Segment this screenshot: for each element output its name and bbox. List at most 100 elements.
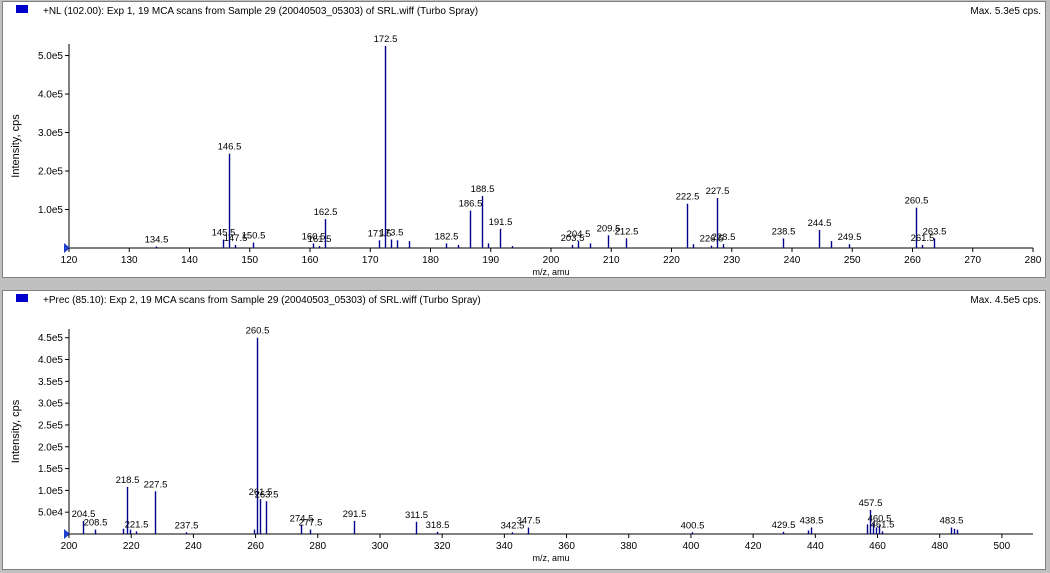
x-tick-label: 120 (61, 255, 78, 266)
spectrum-header: +Prec (85.10): Exp 2, 19 MCA scans from … (43, 295, 481, 306)
peak-label: 249.5 (838, 232, 862, 243)
y-tick-label: 2.5e5 (38, 420, 63, 431)
y-tick-label: 5.0e4 (38, 508, 63, 519)
plot-area: 120 130 140 150 160 170 180 190 200 210 220 230 240 2… (10, 34, 1042, 277)
peak-label: 173.5 (380, 228, 404, 239)
peak-label: 457.5 (859, 498, 883, 509)
y-tick-label: 1.5e5 (38, 464, 63, 475)
x-tick-label: 180 (422, 255, 439, 266)
x-tick-label: 480 (931, 541, 948, 552)
peak-label: 228.5 (712, 232, 736, 243)
peak-label: 147.5 (224, 233, 248, 244)
x-tick-label: 210 (603, 255, 620, 266)
legend-swatch (16, 5, 28, 13)
peak-label: 260.5 (905, 196, 929, 207)
x-axis-label: m/z, amu (532, 267, 569, 277)
y-axis-label: Intensity, cps (10, 114, 22, 178)
peak-label: 146.5 (218, 142, 242, 153)
peak-label: 182.5 (435, 231, 459, 242)
peak-label: 263.5 (923, 226, 947, 237)
peak-label: 204.5 (72, 509, 96, 520)
x-tick-label: 160 (302, 255, 319, 266)
x-tick-label: 150 (241, 255, 258, 266)
peak-label: 438.5 (800, 515, 824, 526)
x-tick-label: 170 (362, 255, 379, 266)
max-intensity-label: Max. 5.3e5 cps. (970, 6, 1041, 17)
x-tick-label: 400 (683, 541, 700, 552)
x-tick-label: 320 (434, 541, 451, 552)
peak-label: 261.5 (249, 487, 273, 498)
peak-label: 400.5 (681, 520, 705, 531)
x-tick-label: 200 (61, 541, 78, 552)
y-tick-label: 1.0e5 (38, 205, 63, 216)
peak-label: 150.5 (242, 231, 266, 242)
y-tick-label: 3.5e5 (38, 377, 63, 388)
y-tick-label: 2.0e5 (38, 442, 63, 453)
x-tick-label: 240 (185, 541, 202, 552)
peak-label: 209.5 (597, 223, 621, 234)
y-tick-label: 3.0e5 (38, 399, 63, 410)
peak-label: 311.5 (405, 510, 428, 521)
x-tick-label: 280 (1025, 255, 1042, 266)
x-tick-label: 440 (807, 541, 824, 552)
x-tick-label: 300 (372, 541, 389, 552)
legend-swatch (16, 294, 28, 302)
peak-label: 237.5 (175, 520, 199, 531)
peak-label: 318.5 (426, 520, 450, 531)
peak-label: 274.5 (290, 513, 314, 524)
y-tick-label: 3.0e5 (38, 128, 63, 139)
peak-label: 171.5 (368, 228, 392, 239)
peak-label: 162.5 (314, 207, 338, 218)
peak-label: 160.5 (302, 231, 326, 242)
peak-label: 263.5 (255, 489, 279, 500)
peak-label: 145.5 (212, 228, 236, 239)
y-tick-label: 2.0e5 (38, 167, 63, 178)
peak-label: 186.5 (459, 199, 483, 210)
x-tick-label: 220 (123, 541, 140, 552)
peak-label: 188.5 (471, 184, 495, 195)
peak-label: 342.5 (501, 520, 525, 531)
peak-label: 218.5 (116, 475, 140, 486)
axis-origin-marker (64, 529, 70, 539)
x-tick-label: 130 (121, 255, 138, 266)
x-tick-label: 270 (964, 255, 981, 266)
y-tick-label: 4.0e5 (38, 355, 63, 366)
x-tick-label: 190 (482, 255, 499, 266)
x-tick-label: 460 (869, 541, 886, 552)
peak-label: 161.5 (308, 234, 332, 245)
prec-spectrum-chart: +Prec (85.10): Exp 2, 19 MCA scans from … (10, 294, 1041, 563)
peak-label: 208.5 (84, 518, 108, 529)
peak-label: 244.5 (808, 218, 832, 229)
peak-label: 221.5 (125, 519, 149, 530)
peak-label: 212.5 (615, 226, 639, 237)
peak-label: 277.5 (299, 518, 323, 529)
peak-label: 227.5 (706, 186, 730, 197)
peak-label: 347.5 (517, 515, 541, 526)
y-tick-label: 5.0e5 (38, 51, 63, 62)
x-tick-label: 420 (745, 541, 762, 552)
x-tick-label: 340 (496, 541, 513, 552)
y-tick-label: 1.0e5 (38, 486, 63, 497)
peak-label: 429.5 (772, 520, 796, 531)
peak-label: 483.5 (940, 515, 964, 526)
axis-origin-marker (64, 243, 70, 253)
spectrum-pane-top[interactable]: +NL (102.00): Exp 1, 19 MCA scans from S… (2, 1, 1046, 278)
x-tick-label: 230 (723, 255, 740, 266)
spectrum-pane-bottom[interactable]: +Prec (85.10): Exp 2, 19 MCA scans from … (2, 290, 1046, 570)
x-tick-label: 280 (309, 541, 326, 552)
x-tick-label: 200 (543, 255, 560, 266)
peak-label: 204.5 (567, 229, 591, 240)
x-tick-label: 500 (994, 541, 1011, 552)
peak-label: 260.5 (246, 326, 270, 337)
plot-area: 200 220 240 260 280 300 320 340 360 380 400 420 440 4… (10, 326, 1033, 563)
max-intensity-label: Max. 4.5e5 cps. (970, 295, 1041, 306)
nl-spectrum-chart: +NL (102.00): Exp 1, 19 MCA scans from S… (10, 5, 1042, 277)
y-axis-label: Intensity, cps (10, 399, 22, 463)
x-tick-label: 380 (620, 541, 637, 552)
peak-label: 191.5 (489, 217, 513, 228)
peak-label: 226.5 (700, 234, 724, 245)
peak-label: 238.5 (772, 226, 796, 237)
peak-label: 460.5 (868, 513, 892, 524)
peak-label: 203.5 (561, 233, 585, 244)
x-tick-label: 240 (784, 255, 801, 266)
